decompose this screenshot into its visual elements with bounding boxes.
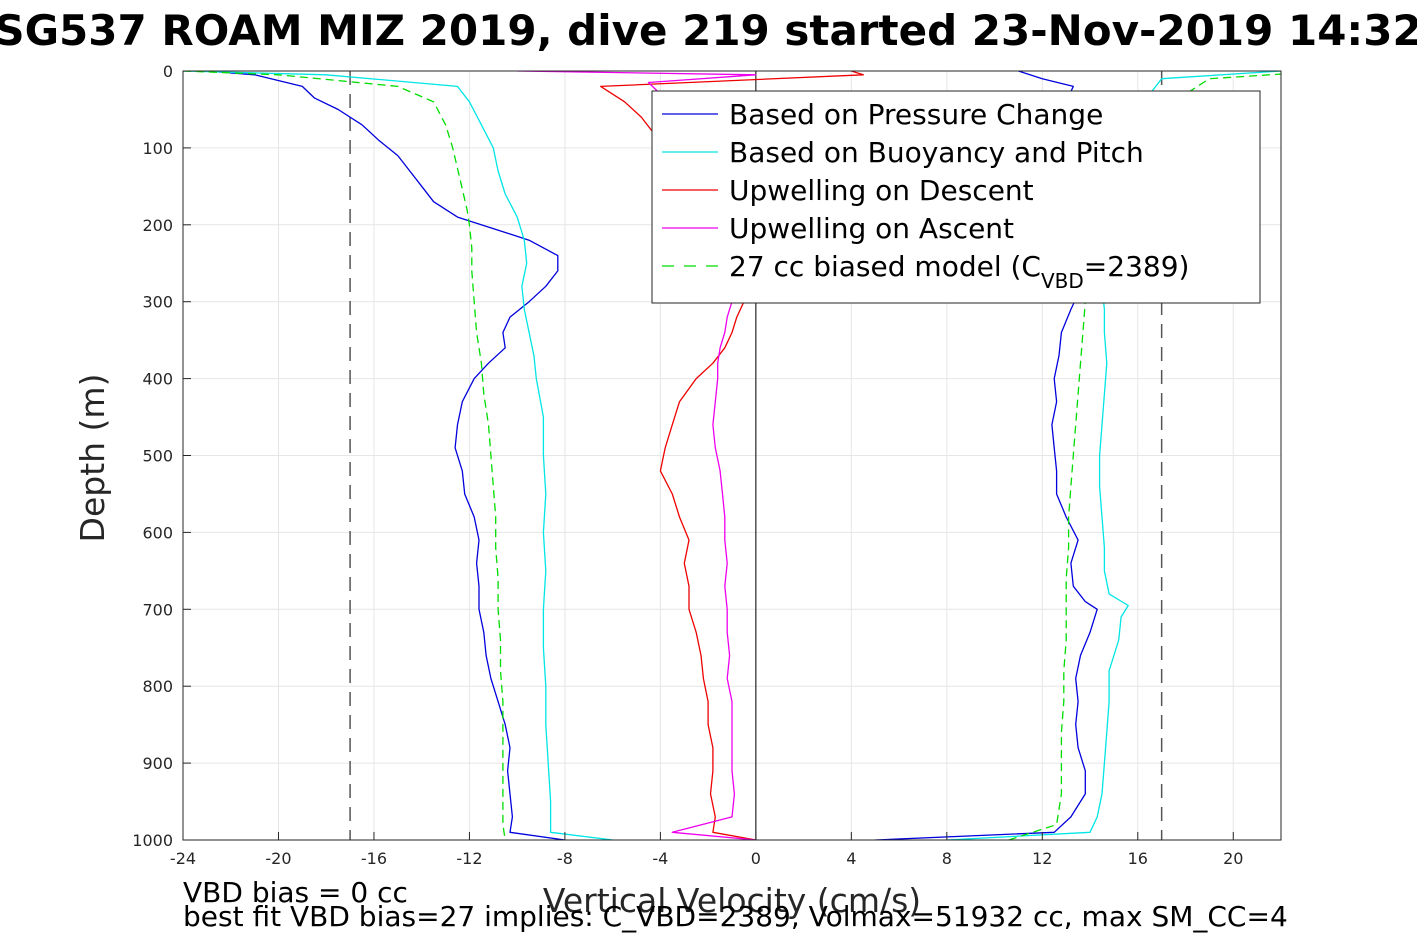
y-tick-label: 100 [142,139,173,158]
x-tick-label: -8 [557,849,573,868]
legend-label: Upwelling on Ascent [729,212,1014,245]
legend-box [651,90,1261,304]
x-tick-label: 12 [1032,849,1052,868]
y-tick-label: 200 [142,216,173,235]
y-tick-label: 400 [142,370,173,389]
y-tick-label: 700 [142,600,173,619]
x-tick-label: -4 [652,849,668,868]
series-line-0-descent [206,71,565,840]
y-ticks: 0 100 200 300 400 500 600 700 800 900 1000 [132,62,191,850]
x-tick-label: 20 [1223,849,1243,868]
x-ticks: -24 -20 -16 -12 -8 -4 0 4 8 12 16 20 [170,832,1243,868]
x-tick-label: -12 [456,849,482,868]
y-tick-label: 600 [142,523,173,542]
y-tick-label: 0 [163,62,173,81]
chart-title: SG537 ROAM MIZ 2019, dive 219 started 23… [0,6,1417,55]
x-tick-label: 16 [1128,849,1148,868]
x-tick-label: 8 [942,849,952,868]
vbd-bias-note: VBD bias = 0 cc [183,876,408,909]
x-tick-label: 0 [751,849,761,868]
legend-label: Upwelling on Descent [729,174,1034,207]
legend-label: Based on Buoyancy and Pitch [729,136,1144,169]
series-line-1-descent [183,71,613,840]
y-tick-label: 500 [142,447,173,466]
x-tick-label: -20 [265,849,291,868]
legend-label: 27 cc biased model (CVBD=2389) [729,250,1189,293]
y-tick-label: 1000 [132,831,173,850]
best-fit-note: best fit VBD bias=27 implies: C_VBD=2389… [183,900,1288,933]
x-axis-label: Vertical Velocity (cm/s) [543,881,921,920]
x-tick-label: -24 [170,849,196,868]
y-tick-label: 800 [142,677,173,696]
y-axis-label: Depth (m) [73,374,112,543]
legend-label: Based on Pressure Change [729,98,1103,131]
y-tick-label: 300 [142,293,173,312]
legend: Based on Pressure Change Based on Buoyanc… [651,90,1261,304]
x-tick-label: 4 [846,849,856,868]
y-tick-label: 900 [142,754,173,773]
series-line-4-descent [183,71,506,840]
x-tick-label: -16 [361,849,387,868]
